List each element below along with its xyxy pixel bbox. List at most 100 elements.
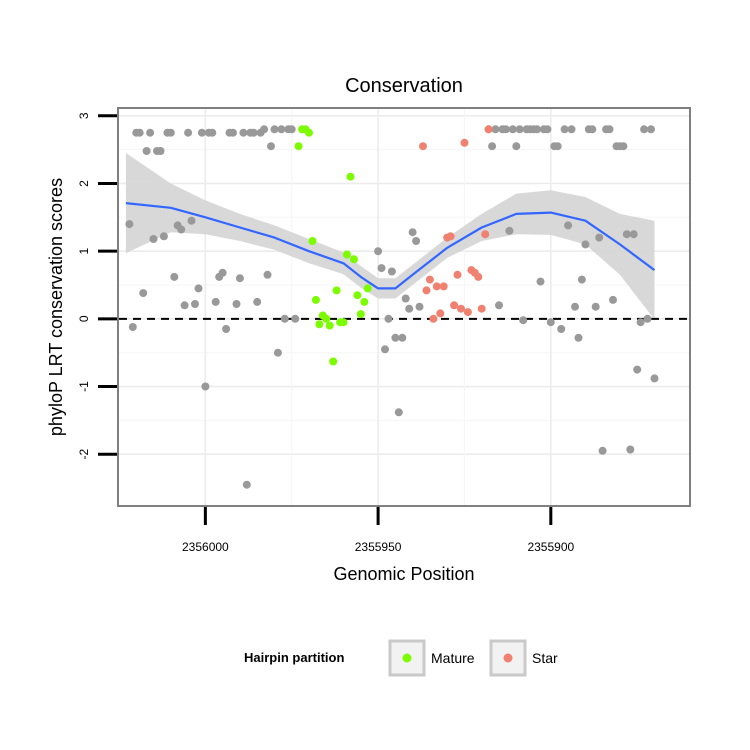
point-other (515, 125, 524, 134)
point-star (453, 270, 462, 279)
point-mature (339, 318, 348, 327)
point-other (519, 316, 528, 325)
point-star (474, 272, 483, 281)
point-other (384, 314, 393, 323)
point-other (633, 365, 642, 374)
point-other (149, 235, 158, 243)
point-other (501, 125, 510, 134)
x-tick-label: 2356000 (182, 540, 229, 554)
point-other (394, 408, 403, 417)
y-tick-label: 0 (77, 315, 91, 322)
point-star (463, 308, 472, 317)
point-other (619, 142, 628, 151)
point-star (481, 230, 490, 239)
point-star (419, 142, 427, 151)
point-other (650, 374, 659, 383)
plot-border (117, 107, 691, 507)
point-other (398, 333, 407, 342)
point-mature (325, 321, 334, 330)
point-other (401, 294, 410, 303)
point-other (208, 128, 217, 137)
point-other (187, 216, 196, 225)
point-other (512, 142, 521, 151)
point-other (267, 142, 275, 151)
point-other (177, 225, 186, 234)
point-mature (329, 357, 338, 366)
point-star (425, 275, 434, 284)
point-other (622, 230, 631, 239)
point-other (564, 221, 573, 230)
point-other (581, 240, 590, 249)
point-other (374, 247, 383, 256)
point-other (408, 228, 417, 237)
point-other (142, 147, 151, 155)
legend-marker-star (503, 653, 513, 663)
point-other (543, 125, 552, 134)
y-tick-label: -2 (77, 449, 91, 460)
point-mature (308, 237, 317, 245)
point-star (432, 282, 441, 291)
point-other (605, 125, 614, 134)
smooth-line-layer (125, 202, 656, 290)
point-other (598, 446, 607, 455)
grid-layer (119, 109, 689, 505)
point-other (222, 325, 231, 333)
point-other (377, 264, 386, 273)
legend: Hairpin partition Mature Star (244, 639, 558, 677)
point-other (626, 445, 635, 454)
point-other (232, 300, 241, 308)
point-other (546, 318, 555, 327)
point-other (553, 142, 562, 151)
point-other (571, 302, 579, 311)
point-mature (332, 286, 341, 295)
legend-label-mature: Mature (431, 650, 475, 666)
point-other (125, 220, 134, 229)
point-star (477, 304, 486, 313)
point-other (533, 125, 541, 134)
point-other (156, 147, 165, 155)
point-other (412, 237, 421, 245)
point-other (557, 325, 566, 333)
point-other (263, 270, 272, 279)
point-other (591, 302, 600, 311)
confidence-band (125, 153, 655, 320)
point-mature (353, 291, 362, 300)
point-other (387, 267, 396, 276)
point-other (595, 233, 604, 242)
point-other (647, 125, 655, 134)
point-star (436, 309, 445, 318)
point-other (197, 128, 206, 137)
point-mature (363, 284, 372, 293)
point-other (508, 125, 517, 134)
point-other (270, 125, 279, 134)
point-other (577, 275, 586, 284)
point-other (194, 284, 203, 293)
point-other (277, 125, 286, 134)
y-tick-label: 1 (77, 248, 91, 255)
point-other (381, 345, 389, 354)
point-mature (349, 255, 358, 264)
point-other (636, 318, 645, 327)
point-other (488, 142, 497, 151)
confidence-band-layer (125, 153, 655, 320)
point-other (260, 125, 269, 134)
point-other (253, 297, 262, 306)
point-star (484, 125, 493, 134)
point-mature (305, 128, 313, 137)
point-other (491, 125, 500, 134)
point-star (457, 304, 465, 313)
point-star (450, 301, 459, 310)
point-other (609, 295, 617, 304)
y-tick-label: 2 (77, 180, 91, 187)
point-other (242, 480, 251, 489)
y-axis-title: phyloP LRT conservation scores (46, 178, 66, 436)
point-other (505, 226, 514, 235)
point-mature (360, 297, 369, 306)
point-star (446, 232, 455, 241)
point-other (135, 128, 144, 137)
point-other (536, 277, 545, 286)
legend-marker-mature (402, 653, 412, 663)
point-other (128, 323, 137, 331)
